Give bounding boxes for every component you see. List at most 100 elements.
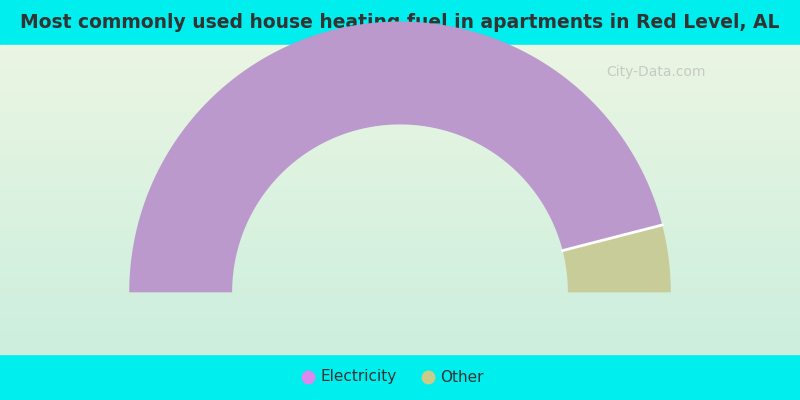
Bar xyxy=(0,248,800,252)
Bar xyxy=(0,132,800,135)
Bar xyxy=(0,279,800,283)
Bar xyxy=(0,214,800,218)
Bar xyxy=(0,221,800,225)
Bar xyxy=(0,252,800,256)
Bar xyxy=(0,335,800,338)
Polygon shape xyxy=(130,22,662,292)
Bar xyxy=(0,316,800,320)
Bar xyxy=(0,350,800,354)
Bar xyxy=(0,104,800,108)
Bar xyxy=(0,174,800,178)
Bar xyxy=(0,276,800,280)
Bar xyxy=(0,187,800,191)
Bar xyxy=(0,288,800,292)
Bar xyxy=(0,165,800,169)
Bar xyxy=(0,208,800,212)
Bar xyxy=(0,354,800,400)
Bar xyxy=(0,82,800,86)
Bar xyxy=(0,245,800,249)
Bar xyxy=(0,341,800,345)
Bar xyxy=(0,101,800,104)
Bar xyxy=(0,48,800,52)
Bar xyxy=(0,292,800,296)
Bar xyxy=(0,218,800,222)
Bar xyxy=(0,110,800,114)
Bar xyxy=(0,319,800,323)
Bar xyxy=(0,79,800,83)
Bar xyxy=(0,181,800,184)
Polygon shape xyxy=(562,225,670,292)
Bar xyxy=(0,298,800,302)
Bar xyxy=(0,322,800,326)
Bar xyxy=(0,54,800,58)
Bar xyxy=(0,224,800,228)
Bar xyxy=(0,273,800,277)
Bar xyxy=(0,196,800,200)
Bar xyxy=(0,212,800,215)
Bar xyxy=(0,162,800,166)
Bar xyxy=(0,134,800,138)
Bar xyxy=(0,326,800,329)
Bar xyxy=(0,76,800,80)
Bar xyxy=(0,295,800,298)
Bar xyxy=(0,61,800,64)
Bar xyxy=(0,125,800,129)
Text: Most commonly used house heating fuel in apartments in Red Level, AL: Most commonly used house heating fuel in… xyxy=(20,14,780,32)
Text: City-Data.com: City-Data.com xyxy=(606,65,706,79)
Bar xyxy=(0,64,800,68)
Bar xyxy=(0,332,800,336)
Bar xyxy=(0,313,800,317)
Bar xyxy=(0,138,800,142)
Bar xyxy=(0,307,800,311)
Bar xyxy=(0,230,800,234)
Bar xyxy=(0,159,800,163)
Bar xyxy=(0,168,800,172)
Bar xyxy=(0,94,800,98)
Bar xyxy=(0,261,800,265)
Bar xyxy=(0,236,800,240)
Bar xyxy=(0,264,800,268)
Bar xyxy=(0,107,800,111)
Bar xyxy=(0,267,800,271)
Bar xyxy=(0,128,800,132)
Bar xyxy=(0,122,800,126)
Bar xyxy=(0,147,800,151)
Bar xyxy=(0,91,800,95)
Bar xyxy=(0,202,800,206)
Bar xyxy=(0,282,800,286)
Bar xyxy=(0,270,800,274)
Bar xyxy=(0,347,800,351)
Bar xyxy=(0,98,800,102)
Text: Other: Other xyxy=(440,370,483,384)
Bar xyxy=(0,73,800,77)
Bar xyxy=(0,85,800,89)
Text: Electricity: Electricity xyxy=(320,370,396,384)
Bar xyxy=(0,45,800,49)
Bar xyxy=(0,255,800,258)
Bar xyxy=(0,88,800,92)
Bar xyxy=(0,328,800,332)
Bar xyxy=(0,144,800,148)
Bar xyxy=(0,227,800,231)
Bar xyxy=(0,301,800,305)
Bar xyxy=(0,205,800,209)
Bar xyxy=(0,304,800,308)
Bar xyxy=(0,344,800,348)
Bar xyxy=(0,190,800,194)
Bar xyxy=(0,172,800,175)
Bar xyxy=(0,338,800,342)
Bar xyxy=(0,0,800,46)
Bar xyxy=(0,286,800,289)
Bar xyxy=(0,116,800,120)
Bar xyxy=(0,156,800,160)
Bar xyxy=(0,51,800,55)
Bar xyxy=(0,119,800,123)
Bar xyxy=(0,58,800,62)
Bar xyxy=(0,113,800,117)
Bar xyxy=(0,150,800,154)
Bar xyxy=(0,193,800,197)
Bar xyxy=(0,310,800,314)
Bar xyxy=(0,184,800,188)
Bar xyxy=(0,153,800,157)
Bar xyxy=(0,178,800,182)
